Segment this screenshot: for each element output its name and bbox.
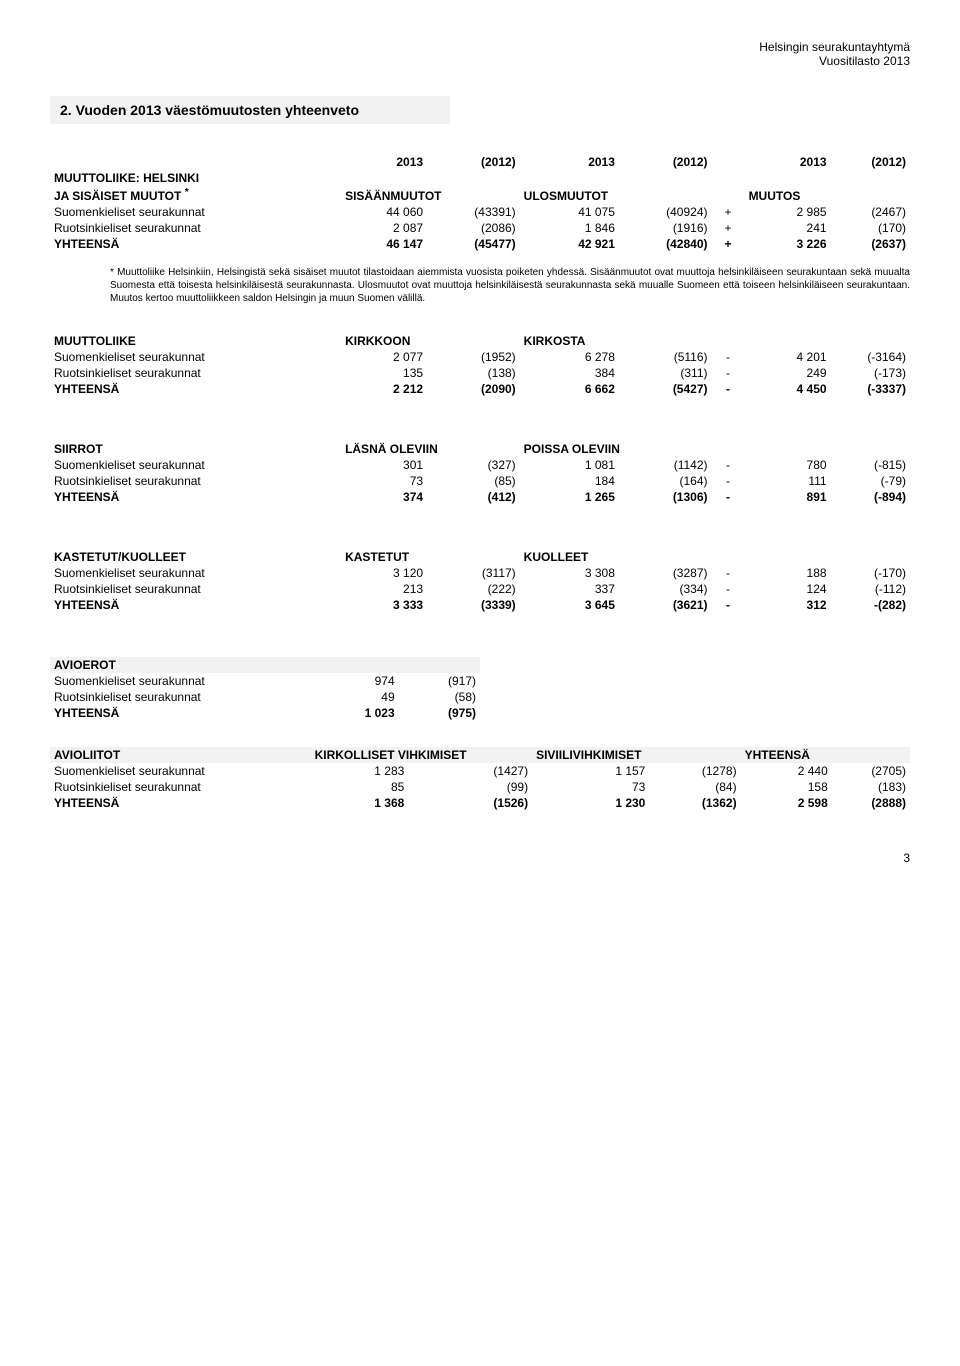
year-col: (2012) — [831, 154, 910, 170]
table-row: Ruotsinkieliset seurakunnat135(138) 384(… — [50, 365, 910, 381]
row-group-title: MUUTTOLIIKE: HELSINKI — [50, 170, 341, 186]
table-row: Suomenkieliset seurakunnat974(917) — [50, 673, 480, 689]
table-row: Ruotsinkieliset seurakunnat213(222) 337(… — [50, 581, 910, 597]
page-number: 3 — [50, 851, 910, 865]
table-siirrot: SIIRROT LÄSNÄ OLEVIIN POISSA OLEVIIN Suo… — [50, 441, 910, 505]
table-row: Ruotsinkieliset seurakunnat49(58) — [50, 689, 480, 705]
table-row-total: YHTEENSÄ 1 368(1526) 1 230(1362) 2 598(2… — [50, 795, 910, 811]
table-muuttoliike-helsinki: 2013 (2012) 2013 (2012) 2013 (2012) MUUT… — [50, 154, 910, 252]
table-row: Ruotsinkieliset seurakunnat 85(99) 73(84… — [50, 779, 910, 795]
table-row-total: YHTEENSÄ3 333(3339) 3 645(3621) -312-(28… — [50, 597, 910, 613]
table-kirkkoon: MUUTTOLIIKE KIRKKOON KIRKOSTA Suomenkiel… — [50, 333, 910, 397]
year-col: (2012) — [427, 154, 520, 170]
year-col: 2013 — [520, 154, 619, 170]
table-row: Suomenkieliset seurakunnat3 120(3117) 3 … — [50, 565, 910, 581]
table-avioliitot: AVIOLIITOT KIRKOLLISET VIHKIMISET SIVIIL… — [50, 747, 910, 811]
table-row: Suomenkieliset seurakunnat 1 283(1427) 1… — [50, 763, 910, 779]
table-row-total: YHTEENSÄ2 212(2090) 6 662(5427) -4 450(-… — [50, 381, 910, 397]
doc-header: Helsingin seurakuntayhtymä Vuositilasto … — [50, 40, 910, 68]
row-group-title: JA SISÄISET MUUTOT * — [50, 186, 341, 204]
table-row: Ruotsinkieliset seurakunnat 2 087 (2086)… — [50, 220, 910, 236]
year-col: 2013 — [745, 154, 831, 170]
col-head: SISÄÄNMUUTOT — [341, 186, 520, 204]
org-name: Helsingin seurakuntayhtymä — [759, 40, 910, 54]
year-col: (2012) — [619, 154, 712, 170]
section-title: 2. Vuoden 2013 väestömuutosten yhteenvet… — [50, 96, 450, 124]
table-kastetut: KASTETUT/KUOLLEET KASTETUT KUOLLEET Suom… — [50, 549, 910, 613]
table-avioerot: AVIOEROT Suomenkieliset seurakunnat974(9… — [50, 657, 480, 721]
footnote: * Muuttoliike Helsinkiin, Helsingistä se… — [110, 266, 910, 305]
year-col: 2013 — [341, 154, 427, 170]
table-row: Suomenkieliset seurakunnat2 077(1952) 6 … — [50, 349, 910, 365]
col-head: MUUTOS — [745, 186, 910, 204]
doc-name: Vuositilasto 2013 — [819, 54, 910, 68]
table-row: Ruotsinkieliset seurakunnat73(85) 184(16… — [50, 473, 910, 489]
table-row-total: YHTEENSÄ1 023(975) — [50, 705, 480, 721]
table-row-total: YHTEENSÄ 46 147 (45477) 42 921 (42840) +… — [50, 236, 910, 252]
table-row-total: YHTEENSÄ374(412) 1 265(1306) -891(-894) — [50, 489, 910, 505]
table-row: Suomenkieliset seurakunnat 44 060 (43391… — [50, 204, 910, 220]
table-row: Suomenkieliset seurakunnat301(327) 1 081… — [50, 457, 910, 473]
col-head: ULOSMUUTOT — [520, 186, 712, 204]
